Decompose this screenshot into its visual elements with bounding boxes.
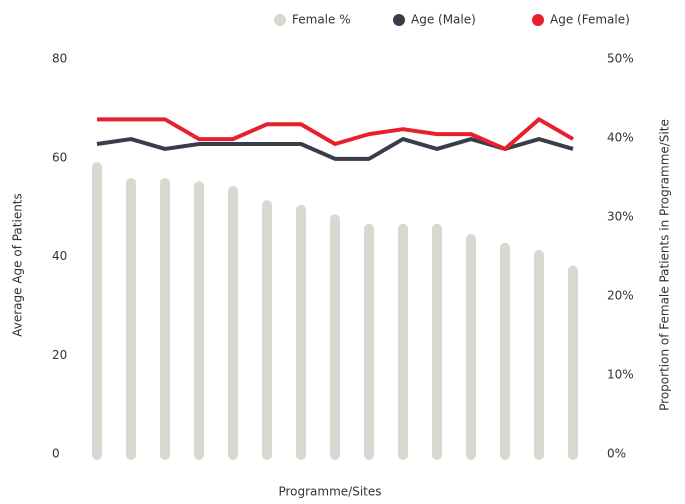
- y-axis-title: Average Age of Patients: [11, 193, 25, 337]
- y-tick-label: 0: [52, 447, 60, 461]
- y2-tick-label: 10%: [607, 368, 634, 382]
- bar: [160, 177, 170, 460]
- y2-tick-label: 50%: [607, 52, 634, 66]
- bar: [126, 177, 136, 460]
- y-tick-label: 20: [52, 348, 67, 362]
- bar: [92, 162, 102, 461]
- bar: [228, 185, 238, 460]
- x-axis-title: Programme/Sites: [278, 485, 381, 499]
- bar: [398, 223, 408, 460]
- y2-tick-label: 20%: [607, 289, 634, 303]
- bar: [364, 223, 374, 460]
- bar: [466, 234, 476, 460]
- bar: [262, 200, 272, 460]
- bar: [568, 265, 578, 460]
- legend-label: Age (Female): [550, 13, 630, 27]
- legend-label: Female %: [292, 13, 351, 27]
- legend-marker: [532, 14, 544, 26]
- bar: [330, 214, 340, 460]
- y2-tick-label: 30%: [607, 210, 634, 224]
- y-tick-label: 80: [52, 52, 67, 66]
- bar: [534, 249, 544, 460]
- legend-marker: [393, 14, 405, 26]
- line: [97, 117, 575, 151]
- bar: [194, 181, 204, 460]
- bar: [432, 223, 442, 460]
- bar: [296, 204, 306, 460]
- y2-tick-label: 0%: [607, 447, 626, 461]
- legend-label: Age (Male): [411, 13, 476, 27]
- y2-tick-label: 40%: [607, 131, 634, 145]
- legend-marker: [274, 14, 286, 26]
- y-tick-label: 60: [52, 150, 67, 164]
- bar: [500, 242, 510, 460]
- y-tick-label: 40: [52, 249, 67, 263]
- y2-axis-title: Proportion of Female Patients in Program…: [658, 119, 672, 411]
